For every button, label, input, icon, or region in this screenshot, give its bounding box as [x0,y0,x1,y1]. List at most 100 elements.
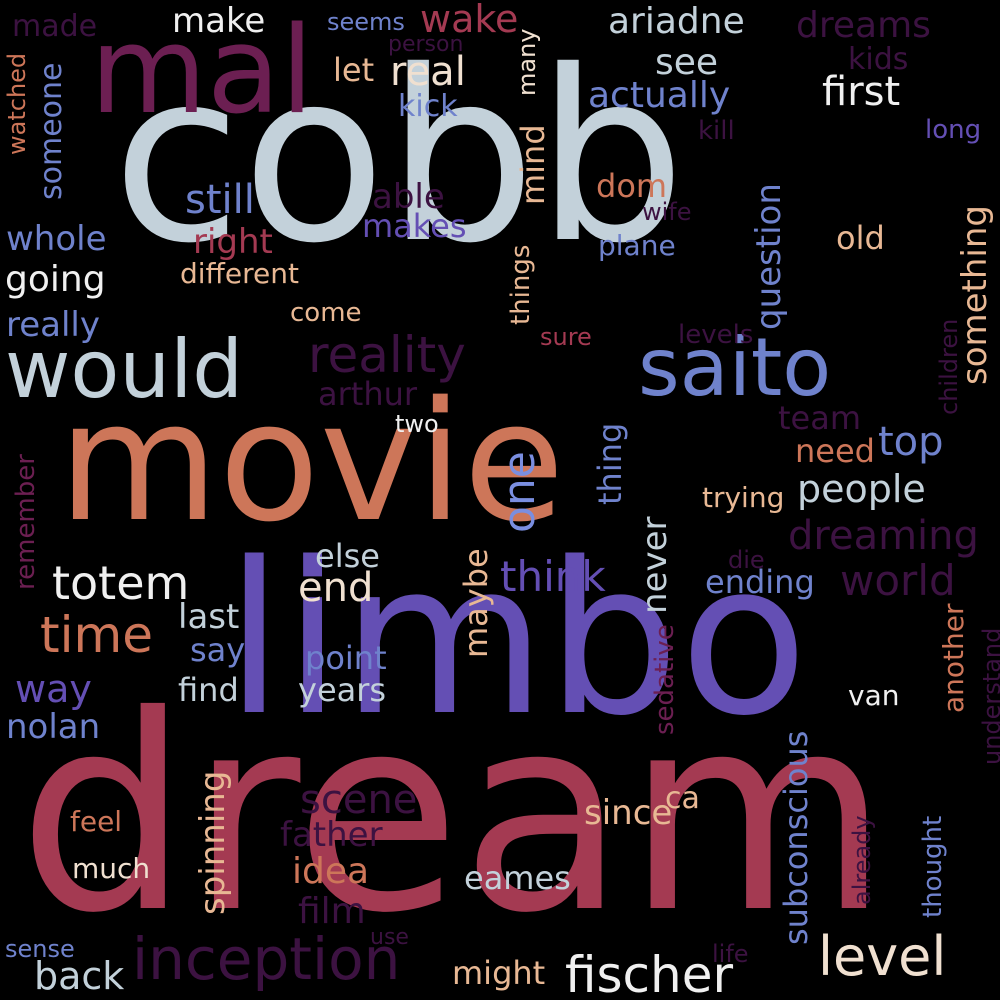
word-different: different [180,257,299,290]
word-make: make [172,1,266,41]
word-able: able [372,177,445,217]
word-actually: actually [588,75,731,116]
word-real: real [390,49,466,95]
word-nolan: nolan [6,707,101,747]
word-question: question [749,183,789,330]
word-something: something [955,204,995,385]
word-ca: ca [665,781,700,816]
word-totem: totem [52,556,190,610]
word-first: first [822,69,901,115]
word-subconscious: subconscious [777,730,815,945]
word-need: need [795,432,875,470]
word-years: years [298,671,387,709]
word-one: one [494,451,545,533]
word-back: back [34,954,125,998]
word-still: still [185,177,255,223]
word-wake: wake [420,0,519,41]
word-reality: reality [308,326,466,384]
word-find: find [178,671,239,709]
word-scene: scene [300,777,418,823]
word-ending: ending [705,563,815,601]
word-would: would [5,323,244,416]
word-fischer: fischer [565,946,734,1000]
word-way: way [15,667,92,711]
word-someone: someone [34,62,69,201]
word-seems: seems [327,8,405,36]
word-top: top [878,419,944,465]
word-right: right [193,222,273,262]
word-made: made [12,9,98,44]
word-arthur: arthur [318,375,418,413]
word-mal: mal [90,2,314,141]
word-life: life [712,940,749,968]
word-dream: dream [18,657,890,972]
word-sedative: sedative [650,624,680,735]
word-wife: wife [642,198,692,226]
word-use: use [370,925,409,950]
word-else: else [315,537,380,575]
word-kill: kill [698,116,735,146]
word-never: never [635,516,675,614]
word-remember: remember [11,454,41,590]
word-already: already [848,815,876,905]
word-dreams: dreams [796,5,931,46]
word-come: come [290,298,362,328]
word-film: film [298,891,366,932]
word-people: people [797,467,926,511]
word-idea: idea [292,851,370,892]
word-world: world [840,556,956,605]
word-kick: kick [398,89,458,124]
word-thing: thing [591,422,629,505]
word-last: last [178,597,240,637]
word-eames: eames [464,859,571,897]
word-cobb: cobb [112,20,686,295]
word-feel: feel [70,805,123,838]
word-let: let [333,51,375,89]
word-watched: watched [3,52,31,155]
word-children: children [935,318,963,415]
word-ariadne: ariadne [608,1,745,42]
word-dom: dom [596,167,668,205]
word-trying: trying [702,481,785,514]
word-level: level [818,925,947,988]
word-sense: sense [5,935,75,963]
word-spinning: spinning [193,770,233,915]
word-saito: saito [638,321,832,414]
word-old: old [836,219,885,257]
word-much: much [72,852,151,885]
word-maybe: maybe [457,548,495,658]
word-many: many [513,28,541,97]
word-die: die [728,546,765,574]
word-limbo: limbo [225,517,809,762]
word-point: point [305,639,387,677]
word-really: really [6,305,100,345]
word-van: van [848,679,900,712]
word-dreaming: dreaming [788,513,979,559]
word-two: two [395,410,439,438]
word-kids: kids [848,42,909,77]
word-time: time [40,606,153,664]
word-makes: makes [362,207,467,245]
word-say: say [190,631,246,669]
word-thought: thought [918,815,948,918]
word-see: see [655,42,719,83]
word-understand: understand [978,627,1000,765]
word-whole: whole [6,219,107,259]
word-things: things [506,244,536,325]
word-since: since [584,793,673,833]
word-team: team [778,399,862,437]
word-mind: mind [514,124,552,205]
word-movie: movie [58,366,565,558]
word-going: going [5,259,106,300]
word-think: think [500,552,606,601]
word-father: father [280,815,383,855]
word-another: another [937,603,970,714]
word-levels: levels [678,320,754,350]
word-might: might [452,954,546,992]
word-end: end [298,565,374,611]
word-inception: inception [132,925,401,993]
word-person: person [388,32,464,57]
word-long: long [925,115,982,145]
word-sure: sure [540,323,592,351]
